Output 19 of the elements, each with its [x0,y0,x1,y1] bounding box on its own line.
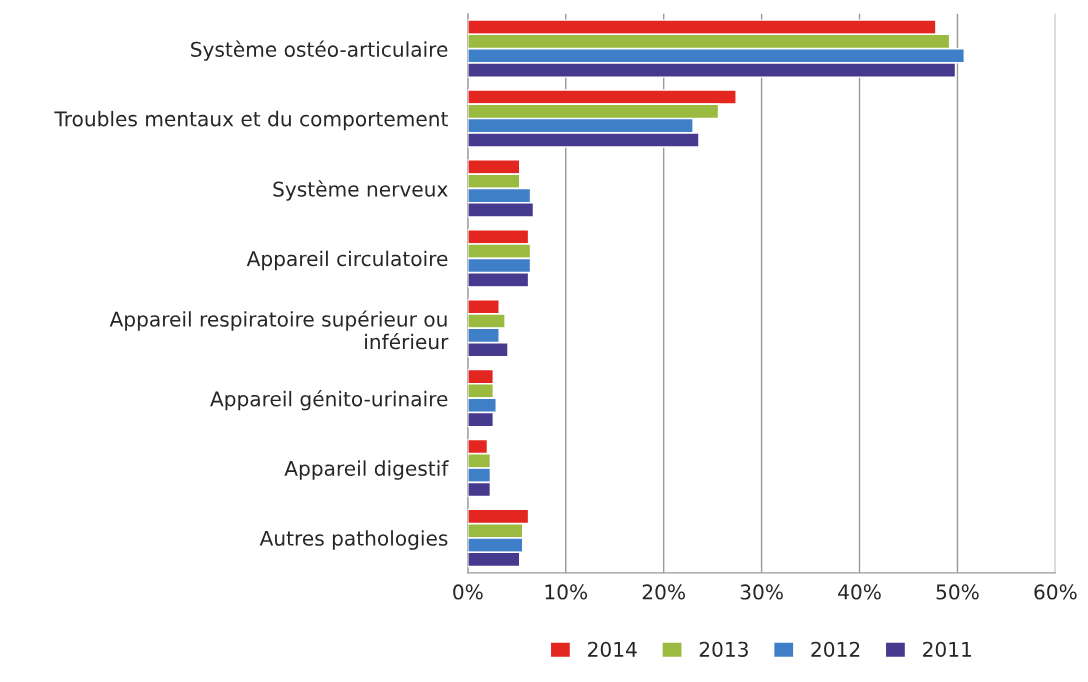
x-tick-label: 30% [740,584,783,600]
legend-label: 2012 [811,641,860,657]
x-tick-label: 0% [453,584,483,600]
x-tick-label: 40% [838,584,881,600]
x-tick-label: 10% [545,584,588,600]
y-tick-label: Appareil circulatoire [246,250,448,271]
y-tick-label: Troubles mentaux et du comportement [54,110,448,131]
y-tick-label: Système nerveux [273,180,448,201]
legend-label: 2011 [923,641,971,657]
y-tick-label: Appareil génito-urinaire [210,390,448,411]
legend-label: 2013 [699,641,748,657]
y-tick-label: Appareil digestif [284,460,449,480]
y-tick-label: Appareil respiratoire supérieur ou inférieur [109,310,449,350]
x-tick-label: 50% [936,584,979,600]
legend-label: 2014 [588,641,637,657]
x-tick-label: 20% [642,584,685,600]
y-tick-label: Système ostéo-articulaire [191,40,448,61]
x-tick-label: 60% [1034,584,1077,600]
y-tick-label: Autres pathologies [259,530,448,550]
